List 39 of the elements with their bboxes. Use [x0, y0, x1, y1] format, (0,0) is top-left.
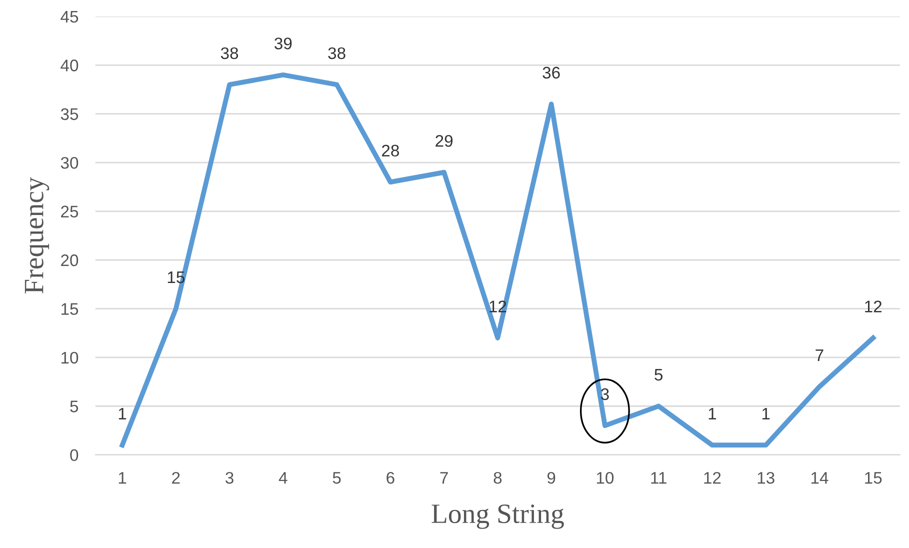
x-tick-label: 2 [172, 472, 180, 484]
x-tick-label: 6 [386, 472, 394, 484]
y-tick-label: 25 [61, 206, 78, 218]
x-tick-label: 5 [332, 472, 341, 484]
data-label: 39 [274, 38, 292, 50]
x-tick-label: 1 [118, 472, 126, 484]
y-tick-label: 45 [60, 11, 78, 23]
x-tick-label: 15 [865, 472, 882, 484]
data-label: 1 [762, 408, 770, 420]
x-tick-label: 12 [704, 472, 721, 484]
data-label: 38 [328, 47, 346, 60]
x-tick-label: 9 [547, 472, 556, 484]
y-tick-label: 15 [62, 303, 78, 315]
x-tick-label: 11 [651, 472, 666, 484]
data-label: 7 [816, 350, 824, 361]
x-tick-label: 10 [596, 472, 614, 484]
data-label: 38 [220, 47, 238, 60]
x-tick-label: 13 [758, 472, 774, 484]
y-tick-label: 5 [70, 400, 78, 412]
data-label: 29 [436, 134, 453, 147]
x-tick-label: 8 [494, 472, 502, 484]
y-tick-label: 0 [70, 449, 78, 462]
x-axis-title: Long String [432, 504, 564, 529]
y-tick-label: 10 [62, 352, 78, 364]
data-label: 1 [708, 408, 716, 420]
data-label: 12 [865, 300, 882, 312]
data-label: 28 [382, 144, 399, 157]
data-label: 1 [118, 408, 126, 420]
y-tick-label: 40 [60, 60, 78, 72]
x-tick-label: 4 [278, 472, 288, 484]
y-tick-label: 20 [61, 254, 78, 266]
x-tick-label: 14 [811, 472, 828, 484]
y-axis-title: Frequency [24, 177, 50, 294]
x-tick-label: 7 [440, 472, 448, 484]
data-label: 5 [654, 368, 663, 381]
y-tick-label: 35 [60, 108, 78, 120]
x-tick-label: 3 [226, 472, 234, 484]
data-label: 36 [542, 66, 560, 79]
y-tick-label: 30 [60, 156, 78, 169]
